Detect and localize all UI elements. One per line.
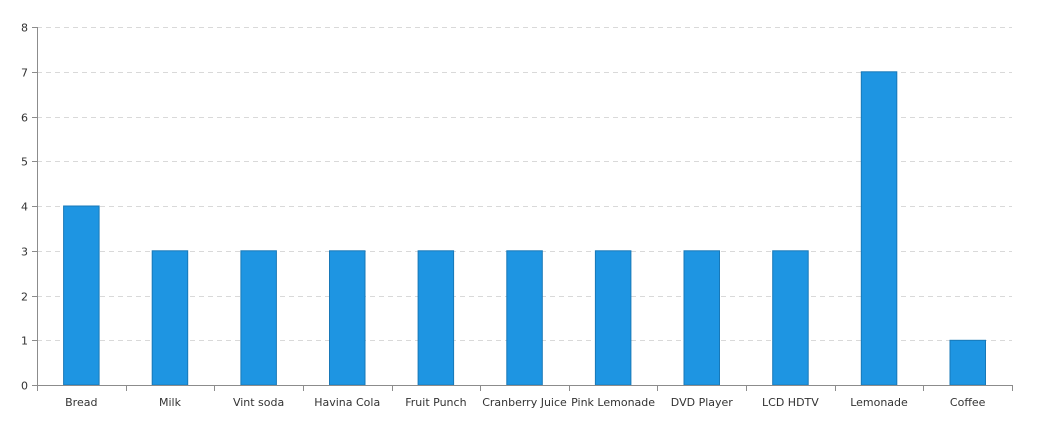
y-tick-label: 5 bbox=[21, 156, 28, 169]
y-tick-labels: 0 1 2 3 4 5 6 7 8 bbox=[21, 22, 28, 393]
x-tick-labels: Bread Milk Vint soda Havina Cola Fruit Punch… bbox=[65, 396, 986, 409]
axes bbox=[32, 27, 1013, 391]
x-tick-label: Pink Lemonade bbox=[571, 396, 655, 409]
x-tick-label: Havina Cola bbox=[314, 396, 380, 409]
bar-cranberry-juice bbox=[506, 250, 543, 386]
y-tick-label: 4 bbox=[21, 201, 28, 214]
x-tick-label: DVD Player bbox=[671, 396, 733, 409]
bar-pink-lemonade bbox=[594, 250, 632, 386]
y-tick-label: 2 bbox=[21, 291, 28, 304]
x-tick-label: Lemonade bbox=[850, 396, 908, 409]
y-tick-label: 6 bbox=[21, 112, 28, 125]
bars bbox=[63, 71, 986, 386]
x-tick-label: LCD HDTV bbox=[762, 396, 819, 409]
bar-fruit-punch bbox=[417, 250, 455, 386]
x-tick-label: Bread bbox=[65, 396, 97, 409]
x-tick-label: Cranberry Juice bbox=[482, 396, 567, 409]
x-tick-label: Milk bbox=[159, 396, 182, 409]
x-tick-label: Vint soda bbox=[233, 396, 284, 409]
y-tick-label: 7 bbox=[21, 67, 28, 80]
bar-milk bbox=[151, 250, 189, 386]
bar-lcd-hdtv bbox=[772, 250, 809, 386]
x-tick-label: Coffee bbox=[950, 396, 986, 409]
x-tick-label: Fruit Punch bbox=[405, 396, 466, 409]
y-tick-label: 1 bbox=[21, 335, 28, 348]
bar-vint-soda bbox=[240, 250, 277, 386]
bar-havina-cola bbox=[329, 250, 366, 386]
y-tick-label: 3 bbox=[21, 246, 28, 259]
y-tick-label: 0 bbox=[21, 380, 28, 393]
bar-coffee bbox=[949, 339, 986, 386]
bar-dvd-player bbox=[683, 250, 720, 386]
y-tick-label: 8 bbox=[21, 22, 28, 35]
bar-bread bbox=[63, 205, 100, 386]
bar-lemonade bbox=[860, 71, 898, 386]
